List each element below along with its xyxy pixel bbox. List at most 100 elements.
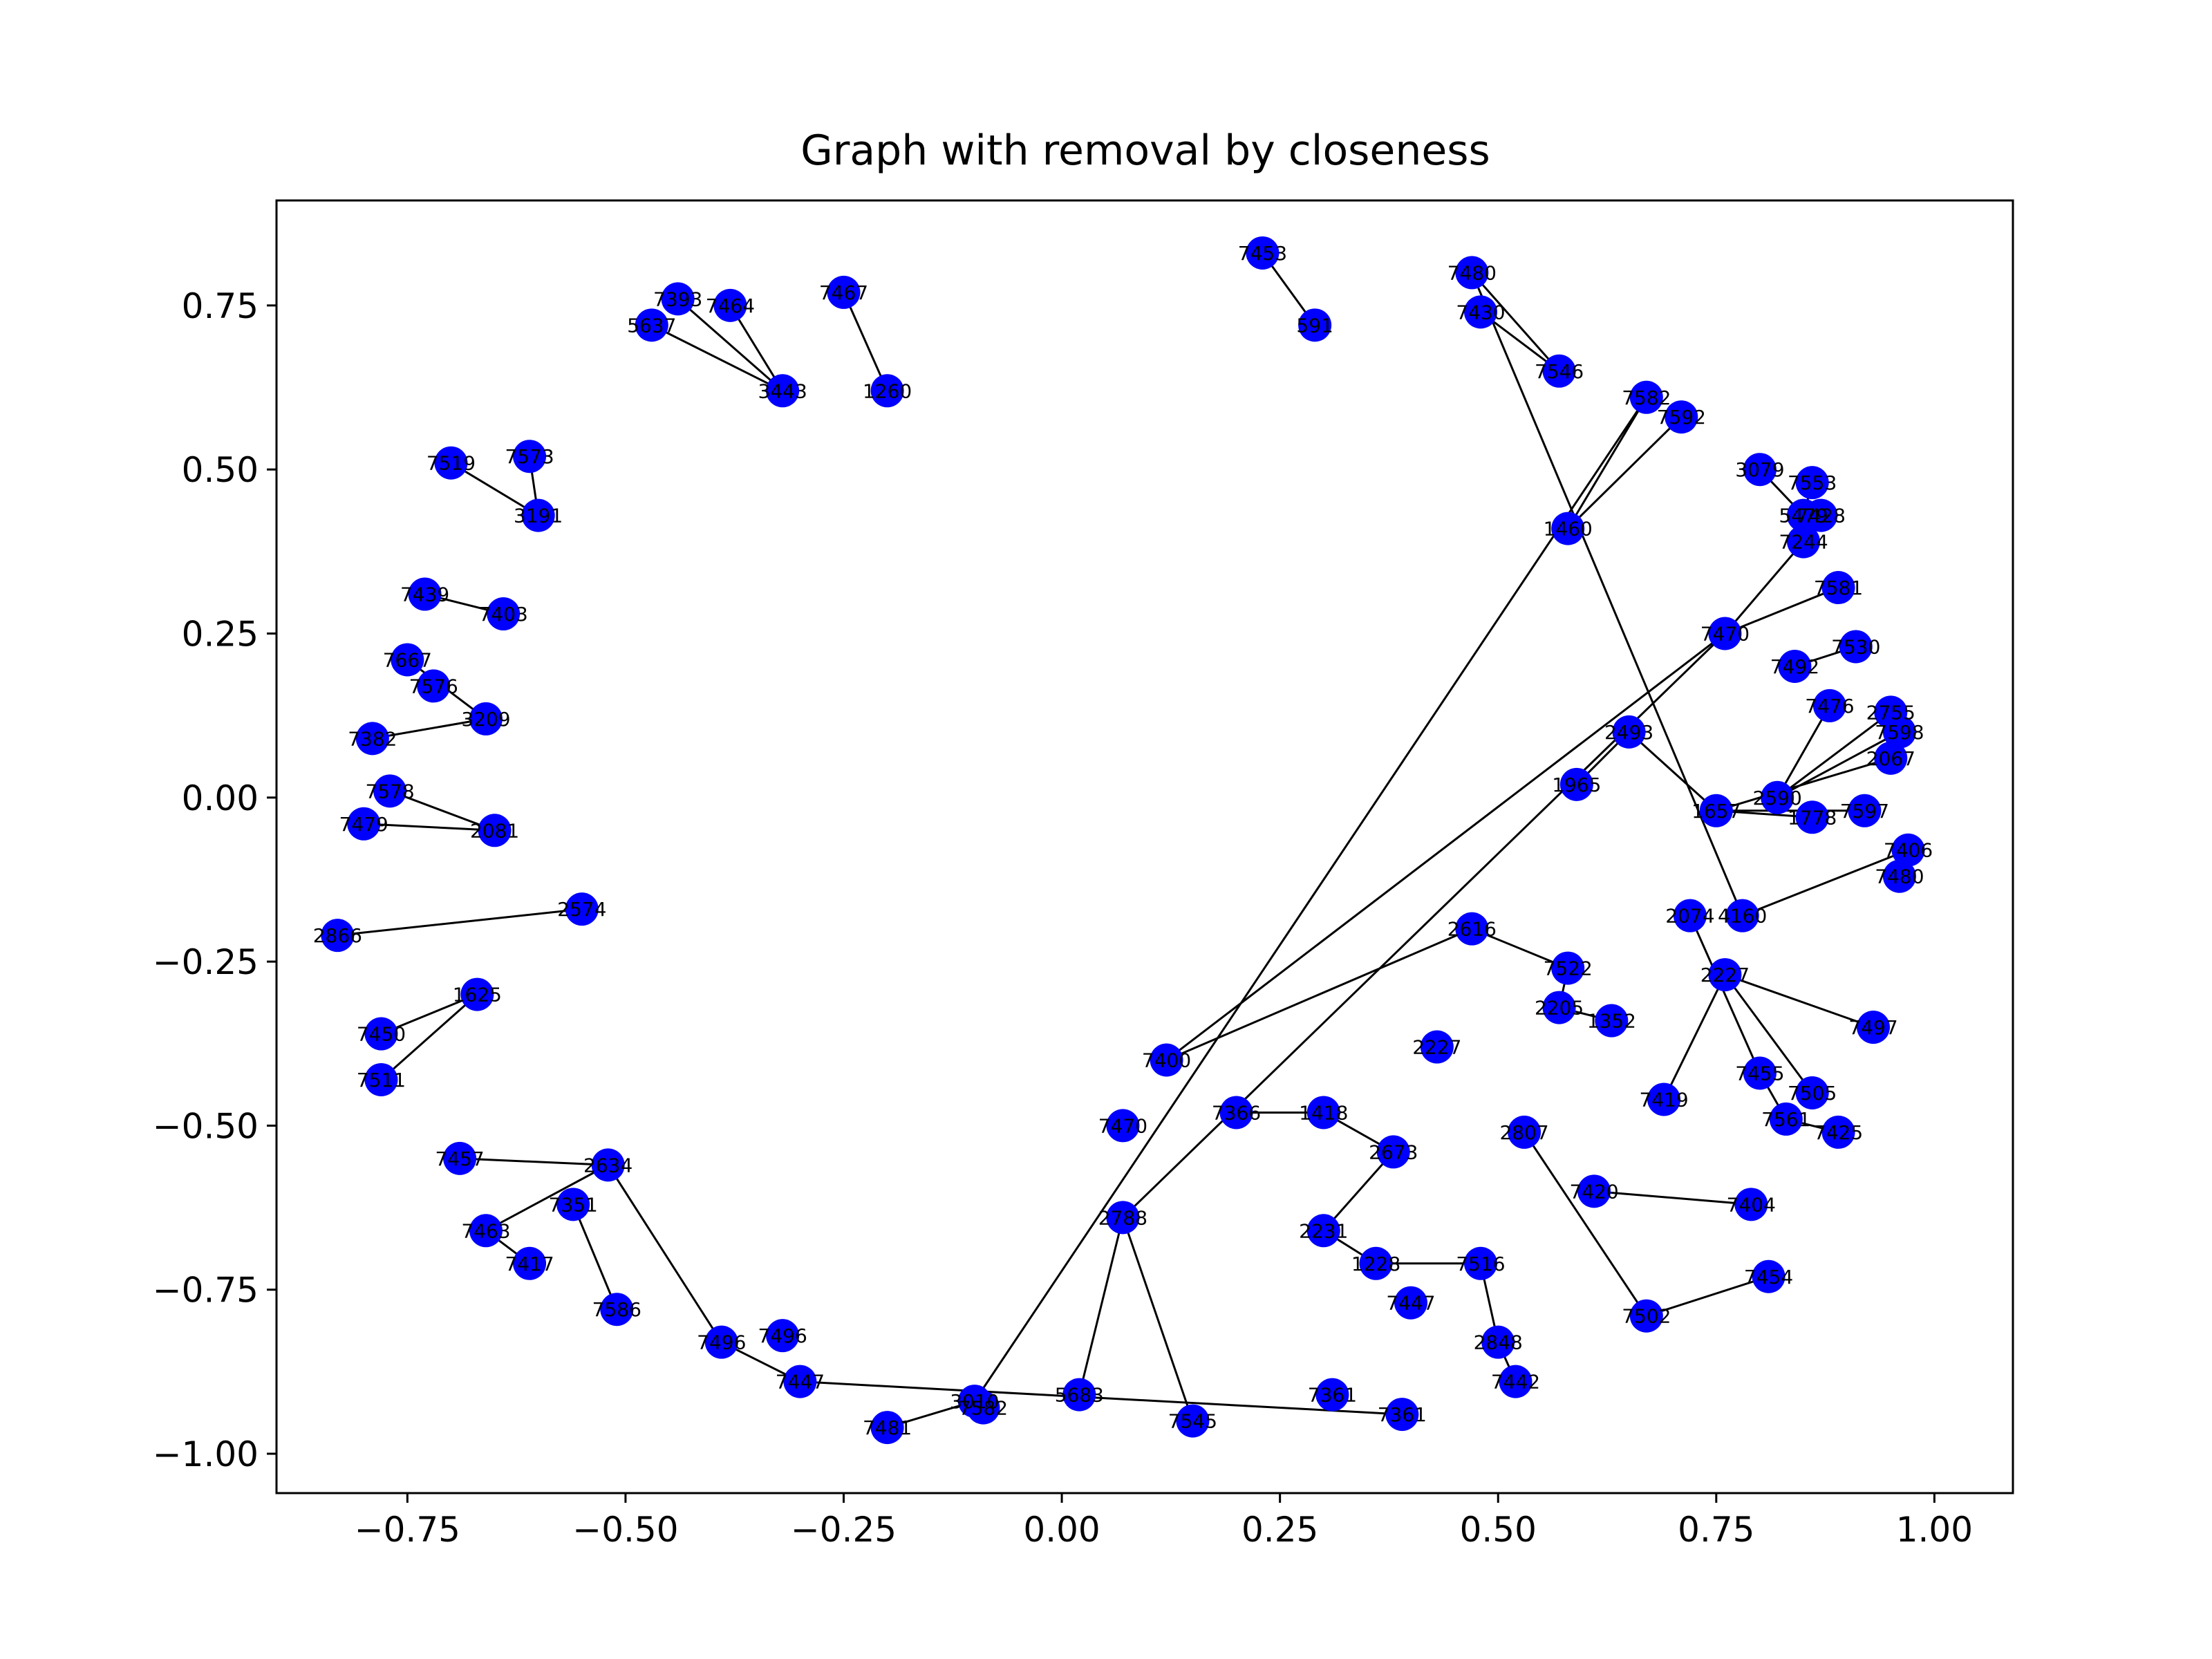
node-label: 7455	[1735, 1062, 1784, 1085]
graph-node	[1795, 1076, 1829, 1109]
graph-edge	[1742, 849, 1909, 917]
node-label: 3079	[1735, 458, 1784, 481]
node-label: 1965	[1552, 774, 1601, 796]
graph-node	[321, 919, 355, 953]
node-label: 2848	[1474, 1331, 1523, 1354]
graph-node	[1315, 1378, 1349, 1412]
y-tick-label: 0.50	[182, 450, 259, 490]
node-label: 7453	[1238, 242, 1287, 265]
graph-edge	[460, 1157, 608, 1166]
x-tick-label: 0.75	[1678, 1510, 1754, 1550]
x-tick-label: 0.00	[1023, 1510, 1100, 1550]
node-label: 7361	[1378, 1403, 1427, 1426]
y-tick-label: 0.25	[182, 614, 259, 654]
graph-edge	[1689, 915, 1761, 1074]
node-label: 7244	[1779, 531, 1828, 554]
graph-node	[556, 1188, 590, 1221]
graph-node	[1857, 1011, 1891, 1044]
graph-edge	[380, 993, 478, 1081]
node-label: 7417	[505, 1253, 554, 1275]
node-label: 1228	[1351, 1253, 1400, 1275]
graph-node	[521, 498, 555, 532]
node-label: 7470	[1700, 622, 1750, 645]
graph-node	[1376, 1135, 1410, 1169]
graph-edge	[651, 324, 783, 392]
x-tick-label: −0.50	[572, 1510, 678, 1550]
graph-node	[1106, 1109, 1140, 1143]
graph-edge	[1777, 711, 1892, 799]
node-label: 7481	[863, 1416, 912, 1439]
graph-node	[1306, 1096, 1340, 1130]
graph-edge	[450, 462, 539, 516]
graph-node	[1699, 794, 1733, 827]
graph-node	[870, 374, 904, 408]
node-label: 2788	[1098, 1206, 1147, 1229]
graph-edge	[843, 292, 888, 391]
graph-node	[1551, 951, 1585, 985]
graph-edge	[1471, 928, 1568, 969]
node-label: 2074	[1665, 905, 1714, 928]
graph-node	[1743, 453, 1777, 487]
node-label: 5683	[1055, 1384, 1104, 1407]
graph-edge	[1165, 632, 1726, 1061]
graph-node	[1734, 1188, 1768, 1221]
graph-edge	[1724, 973, 1874, 1029]
graph-node	[713, 288, 747, 322]
graph-node	[635, 308, 668, 342]
graph-node	[1577, 1174, 1611, 1208]
node-label: 7502	[1622, 1305, 1671, 1328]
graph-node	[1394, 1286, 1428, 1320]
graph-node	[1743, 1056, 1777, 1090]
node-label: 7470	[1098, 1114, 1147, 1137]
node-layer	[321, 236, 1925, 1445]
graph-edge	[572, 1203, 618, 1310]
node-label: 7496	[697, 1331, 746, 1354]
node-label: 2227	[1700, 964, 1750, 986]
axes-frame	[275, 199, 2014, 1494]
graph-node	[1891, 833, 1925, 867]
x-tick-label: −0.25	[791, 1510, 897, 1550]
node-label: 7430	[1456, 301, 1505, 324]
node-label: 7581	[1814, 577, 1863, 599]
graph-node	[1787, 525, 1821, 559]
graph-node	[565, 892, 599, 926]
graph-node	[1542, 354, 1576, 388]
graph-node	[1787, 498, 1821, 532]
node-label: 7464	[706, 294, 755, 317]
node-label: 7393	[653, 288, 702, 310]
node-label: 7582	[959, 1397, 1008, 1420]
graph-edge	[337, 908, 582, 937]
graph-node	[1150, 1043, 1183, 1077]
graph-node	[1725, 899, 1759, 932]
node-label: 7382	[348, 727, 397, 750]
graph-edge	[1628, 731, 1717, 812]
graph-node	[1463, 1246, 1497, 1280]
node-label: 7403	[479, 603, 528, 626]
graph-node	[487, 597, 521, 631]
graph-edge	[1078, 1217, 1124, 1395]
chart-title: Graph with removal by closeness	[800, 126, 1490, 175]
graph-node	[1481, 1325, 1515, 1359]
graph-edge	[1662, 974, 1726, 1100]
node-label: 2067	[1866, 747, 1915, 770]
node-label: 7419	[1639, 1088, 1688, 1111]
graph-node	[373, 774, 407, 808]
node-label: 7597	[1840, 800, 1889, 823]
graph-edge	[1471, 272, 1560, 372]
node-label: 7447	[1386, 1292, 1435, 1315]
graph-node	[870, 1411, 904, 1445]
graph-node	[1551, 512, 1585, 545]
node-label: 3191	[514, 505, 563, 527]
node-label: 5637	[627, 314, 676, 337]
graph-edge	[973, 396, 1648, 1402]
node-label: 7546	[1535, 360, 1584, 383]
graph-edge	[1724, 586, 1839, 635]
graph-edge	[1523, 1132, 1648, 1317]
graph-edge	[1567, 416, 1683, 529]
node-label: 7530	[1831, 635, 1880, 658]
node-label: 3010	[950, 1390, 999, 1413]
node-label: 1352	[1587, 1010, 1636, 1033]
node-label: 7505	[1788, 1082, 1837, 1105]
graph-node	[1752, 1259, 1785, 1293]
